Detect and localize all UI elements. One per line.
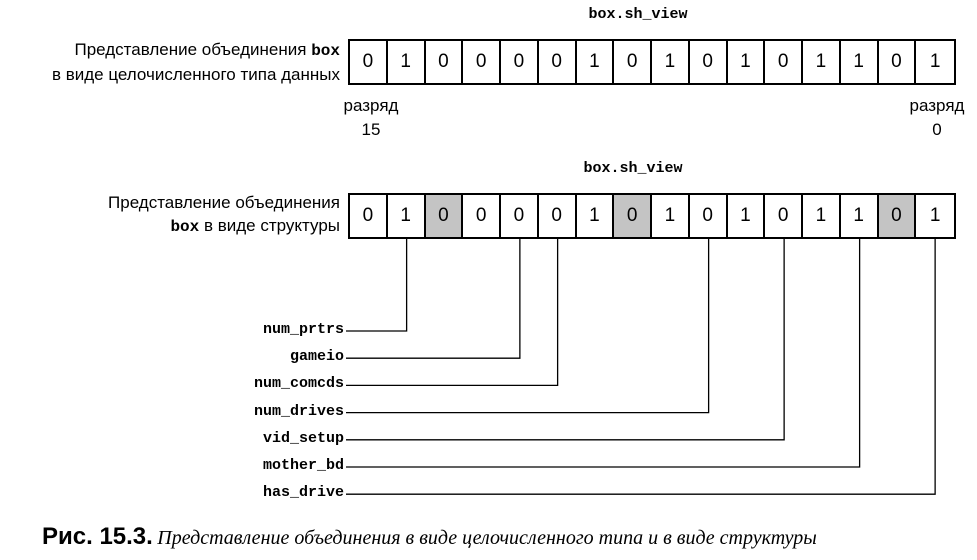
top-desc-line2: в виде целочисленного типа данных <box>51 65 340 84</box>
top-description: Представление объединения box в виде цел… <box>0 38 340 86</box>
top-bit-cell: 0 <box>614 41 652 83</box>
bottom-bit-cell: 0 <box>463 195 501 237</box>
bottom-bit-cell: 1 <box>803 195 841 237</box>
field-connector-has-drive <box>346 239 936 495</box>
top-bit-cell: 0 <box>501 41 539 83</box>
caption-label: Рис. 15.3. <box>42 523 153 550</box>
caption-text: Представление объединения в виде целочис… <box>157 527 817 549</box>
top-desc-line1-code: box <box>311 42 340 60</box>
top-bit-cell: 1 <box>577 41 615 83</box>
figure-caption: Рис. 15.3. Представление объединения в в… <box>42 523 962 551</box>
field-connector-vid-setup <box>346 239 785 441</box>
top-bit-cell: 0 <box>426 41 464 83</box>
bottom-desc-line2-code: box <box>170 218 200 236</box>
field-connector-num-prtrs <box>346 239 408 332</box>
bottom-bit-cell: 1 <box>728 195 766 237</box>
top-bit-cell: 0 <box>539 41 577 83</box>
field-label-num-prtrs: num_prtrs <box>262 321 344 338</box>
bottom-bit-cell: 0 <box>350 195 388 237</box>
bottom-bit-cell: 1 <box>388 195 426 237</box>
field-label-num-comcds: num_comcds <box>253 375 344 393</box>
bottom-description: Представление объединения box в виде стр… <box>0 191 340 239</box>
field-connector-gameio <box>346 239 521 359</box>
field-label-gameio: gameio <box>289 348 344 366</box>
field-label-mother-bd: mother_bd <box>262 457 344 474</box>
top-bit-cell: 1 <box>388 41 426 83</box>
field-connector-num-comcds <box>346 239 559 387</box>
bit-0-label-text: разряд <box>909 96 965 115</box>
top-bit-cell: 1 <box>803 41 841 83</box>
field-connector-mother-bd <box>346 239 861 468</box>
bit-0-number: 0 <box>932 120 942 139</box>
top-bit-cell: 0 <box>350 41 388 83</box>
bottom-title: box.sh_view <box>583 160 683 177</box>
bottom-bit-cell: 0 <box>614 195 652 237</box>
bit-15-number: 15 <box>361 120 381 139</box>
top-title: box.sh_view <box>588 6 688 23</box>
bit-15-label-text: разряд <box>343 96 399 115</box>
top-bit-cell: 0 <box>463 41 501 83</box>
bottom-bit-cell: 0 <box>425 195 464 237</box>
field-label-vid-setup: vid_setup <box>262 429 344 447</box>
top-right-bit-label: разряд 0 <box>900 94 974 142</box>
top-bit-cell: 1 <box>929 51 941 72</box>
bottom-bit-cell: 1 <box>577 195 615 237</box>
top-bit-cell: 1 <box>652 41 690 83</box>
field-label-num-drives: num_drives <box>253 402 344 420</box>
field-connector-num-drives <box>346 239 710 414</box>
bottom-bit-cell: 0 <box>539 195 577 237</box>
bottom-desc-line2-text: в виде структуры <box>199 216 340 235</box>
bottom-bit-cell: 1 <box>841 195 879 237</box>
top-left-bit-label: разряд 15 <box>336 94 406 142</box>
bottom-bit-cell: 1 <box>929 205 941 226</box>
bottom-bit-cell: 0 <box>690 195 728 237</box>
top-bit-cell: 0 <box>879 41 917 83</box>
bottom-bit-cell: 0 <box>878 195 917 237</box>
top-desc-line1-text: Представление объединения <box>74 40 312 59</box>
bottom-bit-cell: 1 <box>652 195 690 237</box>
bottom-bit-cell: 0 <box>501 195 539 237</box>
top-bit-cell: 1 <box>728 41 766 83</box>
bottom-bit-cell: 0 <box>765 195 803 237</box>
top-bit-cell: 0 <box>690 41 728 83</box>
field-label-has-drive: has_drive <box>262 484 344 502</box>
top-bit-cell: 0 <box>765 41 803 83</box>
bottom-desc-line1: Представление объединения <box>108 193 340 212</box>
top-bit-cell: 1 <box>841 41 879 83</box>
